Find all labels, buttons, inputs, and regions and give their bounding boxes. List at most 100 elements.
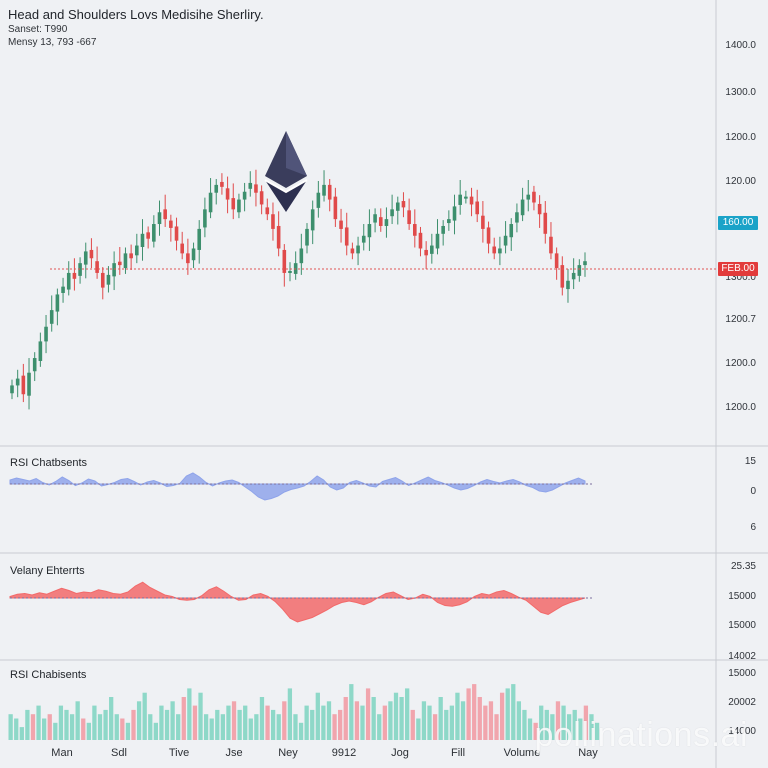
- volume-bar: [393, 692, 399, 740]
- candle: [174, 226, 179, 241]
- volume-bar: [405, 688, 410, 740]
- volume-bar: [75, 701, 80, 740]
- flow-tick: 15000: [728, 620, 756, 631]
- candle: [554, 253, 559, 269]
- candle: [350, 248, 355, 254]
- volume-bar: [539, 705, 544, 740]
- candle: [231, 198, 236, 210]
- candle: [356, 245, 360, 254]
- volume-bar: [125, 722, 131, 740]
- x-tick: 9912: [331, 747, 357, 759]
- rsi-tick: 6: [750, 522, 756, 533]
- volume-bar: [304, 705, 309, 740]
- subtitle-line-1: Sanset: T990: [8, 24, 68, 35]
- price-badge: 160.00: [718, 216, 758, 230]
- candle: [339, 220, 343, 229]
- candle: [72, 272, 77, 279]
- candle: [452, 206, 457, 221]
- candle: [95, 261, 99, 273]
- volume-bar: [594, 722, 600, 740]
- candle: [322, 184, 326, 196]
- candle: [424, 249, 428, 256]
- rsi-tick: 0: [750, 486, 756, 497]
- candle: [492, 246, 497, 254]
- rsi-area: [9, 472, 586, 501]
- candle: [282, 249, 287, 273]
- candle: [237, 199, 241, 213]
- x-tick: Ney: [278, 747, 298, 759]
- candle: [413, 224, 417, 236]
- ethereum-icon-facet: [286, 131, 307, 176]
- candle: [254, 184, 258, 193]
- candle: [203, 209, 207, 228]
- volume-bar: [265, 705, 270, 740]
- candle: [15, 378, 20, 386]
- volume-bar: [14, 718, 19, 740]
- x-tick: Man: [51, 747, 73, 759]
- volume-bar: [371, 697, 376, 740]
- candle: [66, 272, 71, 290]
- volume-bar: [377, 714, 382, 740]
- volume-bar: [455, 692, 460, 740]
- candle: [21, 375, 26, 395]
- volume-bar: [254, 714, 259, 740]
- volume-bar: [410, 709, 415, 740]
- volume-bar: [92, 705, 97, 740]
- candle: [106, 274, 111, 285]
- candle: [560, 265, 565, 288]
- volume-bar: [114, 714, 119, 740]
- candle: [401, 201, 406, 208]
- x-tick: Volume: [503, 747, 541, 759]
- volume-bar: [382, 705, 387, 740]
- candle: [55, 294, 60, 312]
- candle: [169, 220, 173, 228]
- candle: [10, 385, 14, 394]
- candle: [520, 199, 525, 216]
- volume-bar: [187, 688, 192, 740]
- volume-bar: [192, 705, 198, 740]
- candle: [583, 261, 587, 266]
- neckline-badge: FEB.00: [718, 262, 758, 276]
- volume-bar: [449, 705, 454, 740]
- candle: [123, 253, 128, 269]
- flow-tick: 25.35: [730, 561, 756, 572]
- volume-tick: 20002: [728, 697, 756, 708]
- volume-bar: [153, 722, 158, 740]
- volume-bar: [589, 714, 594, 740]
- volume-bar: [499, 692, 505, 740]
- volume-bar: [321, 705, 326, 740]
- volume-bar: [477, 697, 482, 740]
- volume-bar: [53, 722, 58, 740]
- candle: [299, 248, 304, 264]
- volume-bar: [438, 697, 443, 740]
- volume-bar: [159, 705, 164, 740]
- candle: [197, 228, 202, 250]
- candle: [89, 249, 94, 259]
- volume-bar: [287, 688, 293, 740]
- candle: [259, 191, 264, 205]
- volume-bar: [326, 701, 332, 740]
- candle: [430, 245, 434, 254]
- volume-panel-label: RSI Chabisents: [10, 669, 87, 681]
- candle: [475, 201, 480, 215]
- volume-bar: [460, 701, 466, 740]
- volume-bar: [421, 701, 427, 740]
- volume-bar: [399, 697, 404, 740]
- volume-bar: [293, 714, 298, 740]
- volume-bar: [248, 718, 253, 740]
- volume-bar: [136, 701, 142, 740]
- volume-bar: [226, 705, 231, 740]
- x-tick: Tive: [168, 747, 190, 759]
- candle: [549, 236, 553, 254]
- candle: [498, 248, 502, 254]
- volume-bar: [583, 705, 589, 740]
- candle: [163, 209, 167, 220]
- candle: [32, 358, 37, 372]
- volume-bar: [81, 718, 86, 740]
- candle: [38, 341, 43, 361]
- volume-bar: [231, 701, 237, 740]
- candle: [310, 209, 315, 231]
- volume-bar: [36, 705, 41, 740]
- candle: [152, 224, 156, 242]
